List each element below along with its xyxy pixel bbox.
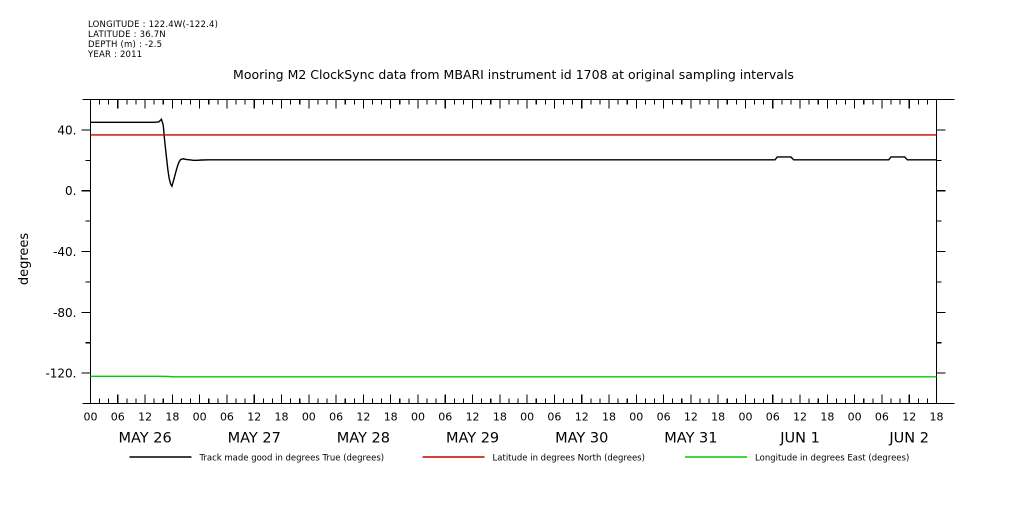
x-date-label-0: MAY 26 <box>118 431 171 447</box>
header-line-1: LATITUDE : 36.7N <box>88 30 166 40</box>
x-hour-label-16: 00 <box>520 411 534 424</box>
x-hour-label-19: 18 <box>602 411 616 424</box>
x-hour-label-26: 12 <box>793 411 807 424</box>
x-hour-label-17: 06 <box>547 411 561 424</box>
x-hour-label-9: 06 <box>329 411 343 424</box>
legend-label-1: Latitude in degrees North (degrees) <box>493 454 645 464</box>
chart-title: Mooring M2 ClockSync data from MBARI ins… <box>233 67 794 82</box>
x-hour-label-31: 18 <box>930 411 944 424</box>
x-hour-label-13: 06 <box>438 411 452 424</box>
x-hour-label-6: 12 <box>247 411 261 424</box>
series-line-2 <box>90 375 937 378</box>
x-date-label-1: MAY 27 <box>228 431 281 447</box>
x-hour-label-29: 06 <box>875 411 889 424</box>
x-hour-label-20: 00 <box>629 411 643 424</box>
y-tick-label-4: -120. <box>45 367 76 381</box>
x-hour-label-21: 06 <box>657 411 671 424</box>
series-line-0 <box>90 117 937 188</box>
x-date-label-3: MAY 29 <box>446 431 499 447</box>
x-hour-label-10: 12 <box>356 411 370 424</box>
x-hour-label-3: 18 <box>165 411 179 424</box>
legend-label-0: Track made good in degrees True (degrees… <box>198 454 384 464</box>
x-hour-label-23: 18 <box>711 411 725 424</box>
x-hour-label-27: 18 <box>820 411 834 424</box>
y-tick-label-0: 40. <box>57 123 76 137</box>
x-date-label-2: MAY 28 <box>337 431 390 447</box>
x-hour-label-30: 12 <box>902 411 916 424</box>
x-date-label-5: MAY 31 <box>664 431 717 447</box>
x-hour-label-18: 12 <box>575 411 589 424</box>
x-date-label-6: JUN 1 <box>779 431 820 447</box>
header-line-0: LONGITUDE : 122.4W(-122.4) <box>88 20 218 30</box>
x-hour-label-7: 18 <box>275 411 289 424</box>
header-line-3: YEAR : 2011 <box>87 50 142 60</box>
x-hour-label-4: 00 <box>193 411 207 424</box>
y-tick-label-3: -80. <box>53 306 76 320</box>
x-hour-label-5: 06 <box>220 411 234 424</box>
x-hour-label-0: 00 <box>84 411 98 424</box>
x-tick-group <box>89 99 938 404</box>
x-hour-label-11: 18 <box>384 411 398 424</box>
x-hour-label-14: 12 <box>466 411 480 424</box>
x-date-label-7: JUN 2 <box>888 431 929 447</box>
legend-label-2: Longitude in degrees East (degrees) <box>755 454 909 464</box>
x-hour-label-1: 06 <box>111 411 125 424</box>
x-hour-label-22: 12 <box>684 411 698 424</box>
x-hour-label-2: 12 <box>138 411 152 424</box>
y-tick-label-2: -40. <box>53 245 76 259</box>
x-hour-label-25: 06 <box>766 411 780 424</box>
x-hour-label-24: 00 <box>738 411 752 424</box>
y-tick-group <box>81 98 946 405</box>
x-date-label-4: MAY 30 <box>555 431 608 447</box>
x-hour-label-28: 00 <box>848 411 862 424</box>
y-tick-label-1: 0. <box>65 184 76 198</box>
x-hour-label-8: 00 <box>302 411 316 424</box>
header-line-2: DEPTH (m) : -2.5 <box>88 40 162 50</box>
y-axis-label: degrees <box>17 233 32 286</box>
x-hour-label-12: 00 <box>411 411 425 424</box>
x-hour-label-15: 18 <box>493 411 507 424</box>
